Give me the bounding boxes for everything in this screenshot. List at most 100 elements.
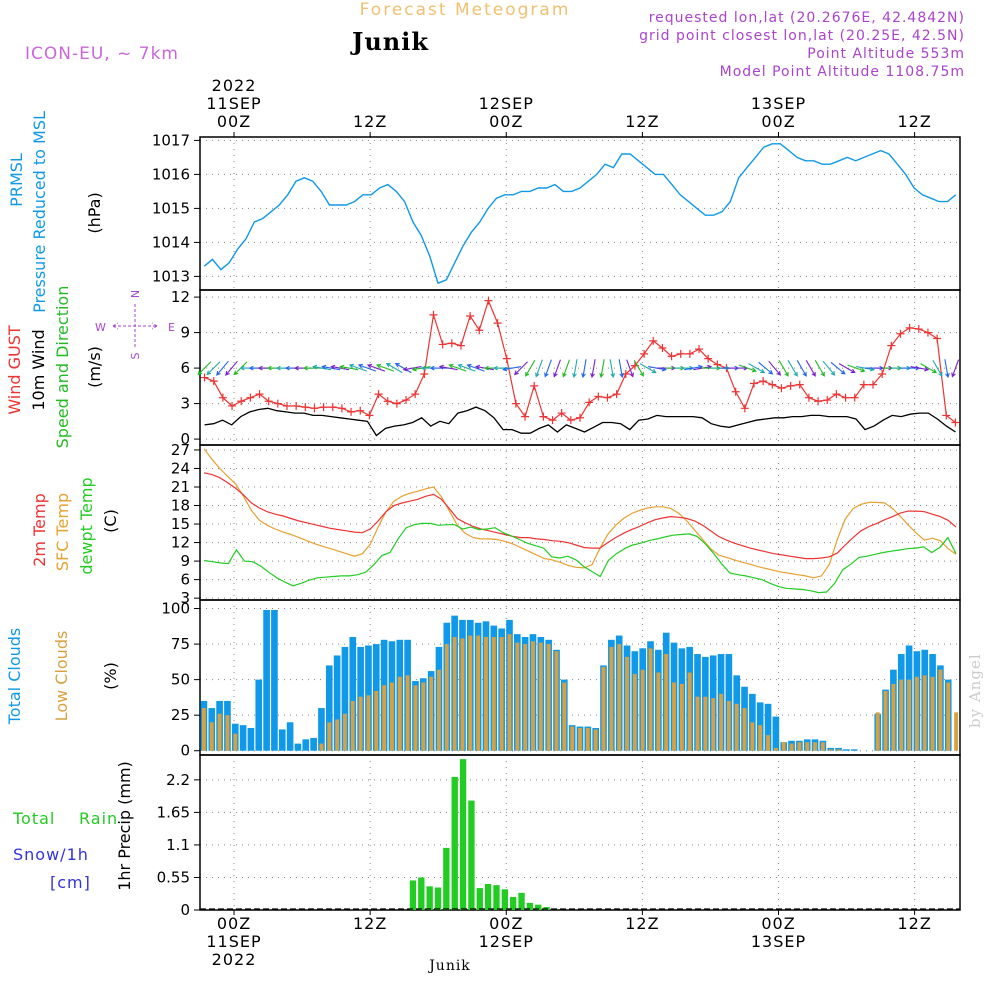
wind-arrow bbox=[475, 364, 494, 371]
top-time-label: 12SEP bbox=[479, 94, 534, 113]
wind-speed-line bbox=[204, 406, 956, 437]
temp-unit-label: (C) bbox=[101, 509, 120, 533]
gust-marker bbox=[823, 396, 832, 405]
y-tick-label: 9 bbox=[180, 324, 190, 342]
wind-arrow bbox=[225, 360, 238, 376]
total-cloud-bar bbox=[341, 646, 349, 751]
low-cloud-bar bbox=[601, 666, 606, 751]
total-rain-label-1: Total bbox=[12, 809, 55, 828]
bottom-time-label: 11SEP bbox=[206, 932, 261, 951]
compass-arrows bbox=[112, 304, 158, 348]
total-cloud-bar bbox=[255, 679, 263, 751]
low-cloud-bar bbox=[726, 700, 731, 751]
y-tick-label: 9 bbox=[180, 552, 190, 570]
footer-station-label: Junik bbox=[429, 958, 471, 974]
wind-arrow bbox=[553, 359, 561, 378]
low-cloud-bar bbox=[703, 696, 708, 751]
low-cloud-bar bbox=[679, 683, 684, 751]
clouds-unit-label: (%) bbox=[101, 662, 120, 690]
low-cloud-bar bbox=[687, 672, 692, 751]
snow-unit-label: [cm] bbox=[50, 873, 91, 892]
gust-marker bbox=[502, 354, 511, 363]
gust-marker bbox=[255, 390, 264, 399]
y-tick-label: 1015 bbox=[152, 199, 190, 217]
wind-arrow bbox=[822, 360, 836, 376]
panel-frame bbox=[199, 754, 961, 911]
gust-marker bbox=[713, 360, 722, 369]
gust-marker bbox=[548, 416, 557, 425]
low-cloud-bar bbox=[593, 729, 598, 751]
top-time-label: 00Z bbox=[217, 112, 251, 131]
low-cloud-bar bbox=[523, 644, 528, 751]
low-cloud-bar bbox=[507, 634, 512, 751]
total-cloud-bar bbox=[278, 729, 286, 751]
total-cloud-bar bbox=[764, 703, 772, 751]
low-cloud-bar bbox=[664, 654, 669, 751]
low-cloud-bar bbox=[930, 676, 935, 751]
wind-arrow bbox=[847, 364, 866, 373]
gust-marker bbox=[374, 390, 383, 399]
total-cloud-bar bbox=[247, 727, 255, 751]
pressure-side-label-2: Pressure Reduced to MSL bbox=[30, 111, 49, 313]
gust-marker bbox=[264, 397, 273, 406]
panel-wind: 0 3 6 9 12 bbox=[171, 288, 961, 448]
gust-marker bbox=[585, 398, 594, 407]
wind-arrow bbox=[590, 359, 596, 379]
low-cloud-bar bbox=[578, 727, 582, 751]
low-cloud-bar bbox=[585, 727, 590, 751]
gust-marker bbox=[347, 407, 356, 416]
low-cloud-bar bbox=[421, 682, 426, 751]
rain-bar bbox=[476, 888, 483, 910]
bottom-time-label: 12Z bbox=[897, 914, 931, 933]
low-cloud-bar bbox=[358, 696, 363, 751]
low-cloud-bar bbox=[444, 644, 449, 751]
wind-arrow bbox=[330, 364, 350, 371]
total-rain-label-2: Rain bbox=[79, 809, 118, 828]
wind-arrow bbox=[618, 359, 625, 379]
low-cloud-bar bbox=[374, 691, 379, 751]
y-tick-label: 15 bbox=[171, 515, 190, 533]
low-cloud-bar bbox=[476, 635, 481, 751]
y-tick-label: 25 bbox=[171, 706, 190, 724]
y-tick-label: 12 bbox=[171, 288, 190, 306]
wind-arrow bbox=[838, 363, 856, 374]
rain-bar bbox=[459, 759, 467, 910]
low-cloud-bar bbox=[875, 712, 880, 751]
low-cloud-bar bbox=[413, 685, 418, 751]
bottom-time-label: 12Z bbox=[625, 914, 659, 933]
gust-marker bbox=[228, 401, 237, 410]
low-cloud-bar bbox=[562, 682, 567, 751]
wind-arrow bbox=[748, 363, 766, 374]
wind-arrow bbox=[197, 361, 212, 376]
low-cloud-bar bbox=[538, 642, 543, 751]
top-time-label: 12Z bbox=[353, 112, 387, 131]
gust-marker bbox=[905, 323, 914, 332]
gust-marker bbox=[447, 339, 456, 348]
gust-marker bbox=[695, 345, 704, 354]
low-cloud-bar bbox=[460, 638, 465, 751]
y-tick-label: 3 bbox=[180, 395, 190, 413]
low-cloud-bar bbox=[343, 713, 347, 751]
gust-marker bbox=[484, 296, 493, 305]
precip-unit-label: 1hr Precip (mm) bbox=[115, 761, 134, 891]
low-cloud-bar bbox=[656, 672, 661, 751]
low-cloud-bar bbox=[742, 708, 747, 751]
gust-marker bbox=[951, 418, 960, 427]
wind-arrow bbox=[609, 359, 616, 379]
low-cloud-bar bbox=[758, 725, 763, 751]
gust-marker bbox=[328, 403, 337, 412]
wind-arrow bbox=[411, 365, 431, 372]
model-altitude-label: Model Point Altitude 1108.75m bbox=[719, 64, 965, 80]
gust-marker bbox=[237, 397, 246, 406]
wind-arrow bbox=[366, 363, 386, 372]
low-cloud-bar bbox=[766, 735, 770, 751]
low-cloud-bar bbox=[797, 742, 802, 751]
temp-2m-side-label: 2m Temp bbox=[30, 493, 49, 567]
wind-arrow bbox=[394, 363, 412, 374]
gust-marker bbox=[356, 406, 365, 415]
rain-bar bbox=[418, 877, 425, 910]
total-cloud-bar bbox=[835, 747, 842, 751]
y-tick-label: 1013 bbox=[152, 267, 190, 285]
rain-bar bbox=[468, 800, 475, 910]
y-tick-label: 50 bbox=[171, 671, 190, 689]
